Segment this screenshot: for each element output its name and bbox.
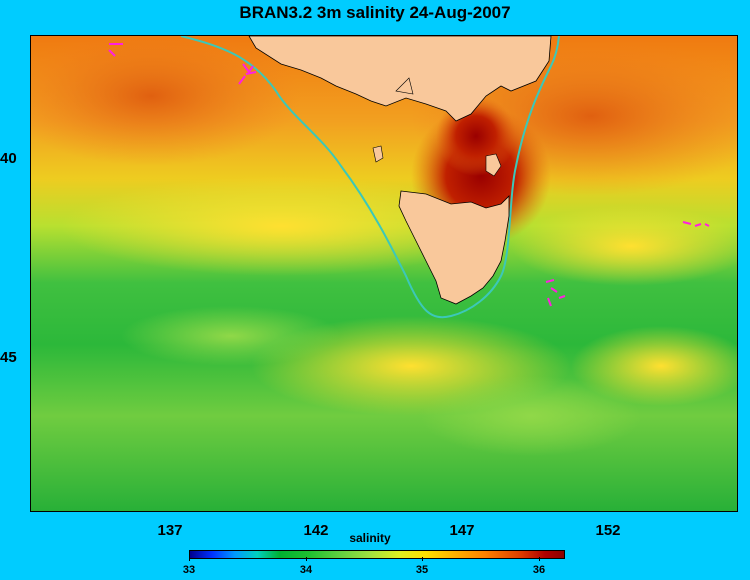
lat-label-40: 40 (0, 150, 17, 167)
colorbar-title: salinity (349, 531, 391, 545)
green-eddy-south (421, 376, 641, 456)
colorbar-tick (539, 557, 540, 561)
yellow-patch-east (571, 326, 737, 406)
map-title: BRAN3.2 3m salinity 24-Aug-2007 (239, 3, 511, 22)
shelf-contour (180, 36, 560, 319)
colorbar-tick (306, 557, 307, 561)
colorbar-label-36: 36 (532, 564, 546, 576)
flinders-island (485, 153, 502, 177)
salinity-map (30, 35, 738, 512)
colorbar-label-34: 34 (299, 564, 313, 576)
lat-label-45: 45 (0, 349, 17, 366)
colorbar-tick (422, 557, 423, 561)
lon-label-137: 137 (157, 522, 183, 539)
colorbar-label-33: 33 (182, 564, 196, 576)
colorbar-label-35: 35 (415, 564, 429, 576)
yellow-band (61, 176, 501, 276)
king-island (372, 145, 384, 163)
lon-label-152: 152 (595, 522, 621, 539)
colorbar (189, 550, 565, 559)
float-markers (108, 43, 710, 307)
warm-patch-northwest (31, 36, 301, 166)
mainland-australia (248, 36, 552, 122)
colorbar-tick (189, 557, 190, 561)
lon-label-142: 142 (303, 522, 329, 539)
lon-label-147: 147 (449, 522, 475, 539)
tasmania (398, 190, 510, 305)
